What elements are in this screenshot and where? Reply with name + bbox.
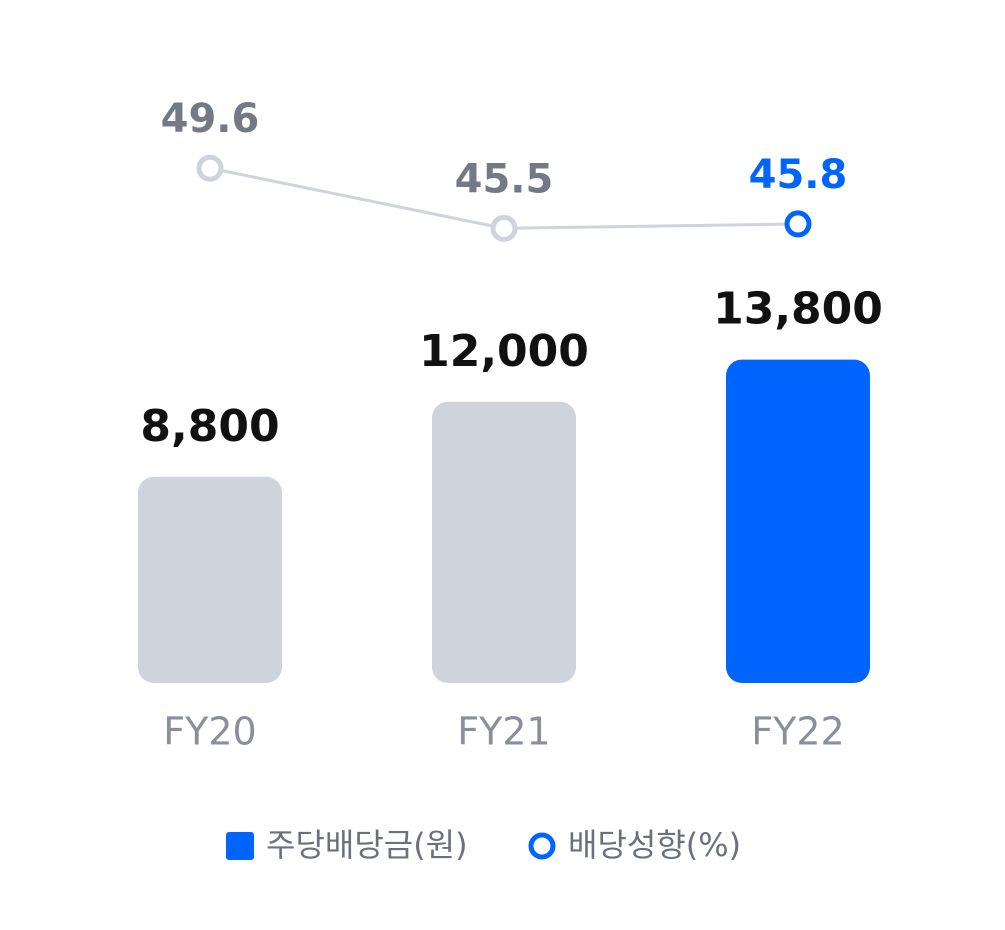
bar-value-label: 13,800 [713,284,883,335]
x-tick-label: FY22 [751,710,844,754]
line-point [196,154,224,182]
line-value-label: 49.6 [161,96,260,142]
x-tick-label: FY21 [457,710,550,754]
legend-label: 배당성향(%) [568,826,741,864]
bar [138,476,282,683]
legend-swatch [528,832,556,860]
line-point [784,210,812,238]
line-point [490,214,518,242]
x-tick-label: FY20 [163,710,256,754]
legend-swatch [226,832,254,860]
bar [726,359,870,683]
line-value-label: 45.5 [455,156,554,202]
bar-value-label: 12,000 [419,326,589,377]
bar-value-label: 8,800 [140,401,279,452]
legend-label: 주당배당금(원) [266,826,468,864]
bar [432,401,576,683]
line-value-label: 45.8 [749,152,848,198]
